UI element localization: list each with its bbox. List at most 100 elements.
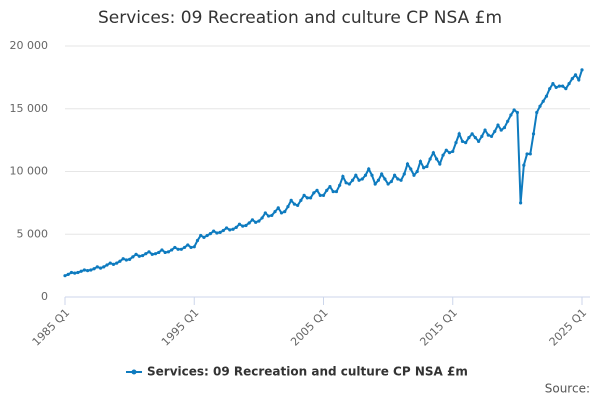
data-point bbox=[467, 136, 471, 140]
data-point bbox=[354, 173, 358, 177]
legend-marker bbox=[131, 369, 137, 375]
data-point bbox=[157, 250, 161, 255]
data-point bbox=[89, 268, 93, 272]
data-point bbox=[489, 134, 494, 138]
data-point bbox=[231, 227, 235, 231]
data-point bbox=[470, 132, 474, 136]
data-point bbox=[325, 188, 329, 192]
x-tick-label: 2015 Q1 bbox=[417, 306, 460, 349]
data-point bbox=[363, 173, 368, 177]
data-point bbox=[302, 193, 306, 197]
data-point bbox=[160, 248, 164, 252]
data-point bbox=[541, 99, 545, 103]
data-point bbox=[250, 218, 255, 222]
data-point bbox=[108, 261, 112, 265]
data-point bbox=[137, 254, 141, 258]
data-point bbox=[115, 261, 119, 265]
data-point bbox=[438, 162, 442, 166]
data-point bbox=[418, 159, 423, 164]
data-point bbox=[147, 250, 151, 254]
data-point bbox=[525, 152, 529, 156]
data-point bbox=[528, 152, 532, 156]
data-point bbox=[224, 226, 229, 230]
data-point bbox=[328, 184, 332, 189]
data-point bbox=[111, 262, 116, 266]
data-point bbox=[425, 164, 429, 169]
data-point bbox=[208, 232, 213, 236]
data-point bbox=[283, 210, 287, 214]
data-point bbox=[350, 178, 355, 182]
data-point bbox=[570, 77, 574, 81]
data-point bbox=[182, 245, 187, 250]
data-point bbox=[318, 193, 322, 197]
data-point bbox=[434, 157, 439, 161]
data-point bbox=[221, 228, 225, 233]
data-point bbox=[247, 221, 251, 225]
data-point bbox=[199, 233, 203, 238]
data-point bbox=[124, 258, 128, 262]
data-point bbox=[189, 245, 193, 250]
data-point bbox=[477, 139, 481, 143]
data-point bbox=[241, 224, 245, 228]
data-point bbox=[454, 141, 458, 145]
data-point bbox=[522, 163, 526, 167]
data-point bbox=[82, 268, 86, 272]
data-point bbox=[331, 189, 335, 194]
data-point bbox=[212, 229, 216, 233]
data-point bbox=[270, 213, 274, 218]
data-point bbox=[480, 134, 484, 138]
data-point bbox=[105, 263, 109, 267]
data-point bbox=[538, 104, 542, 108]
y-tick-label: 20 000 bbox=[10, 39, 49, 52]
data-point bbox=[176, 247, 180, 251]
data-point bbox=[564, 87, 568, 91]
data-point bbox=[321, 193, 326, 197]
data-point bbox=[544, 94, 549, 98]
data-point bbox=[163, 250, 167, 255]
data-point bbox=[519, 201, 523, 205]
data-point bbox=[486, 133, 490, 137]
data-point bbox=[496, 123, 500, 127]
data-point bbox=[73, 271, 77, 275]
data-point bbox=[102, 265, 106, 269]
data-point bbox=[128, 257, 132, 261]
data-point bbox=[173, 245, 177, 250]
x-tick-label: 1985 Q1 bbox=[30, 306, 73, 349]
data-point bbox=[512, 108, 516, 112]
data-point bbox=[561, 84, 565, 88]
data-point bbox=[192, 245, 196, 249]
data-point bbox=[392, 173, 397, 177]
data-point bbox=[166, 250, 170, 254]
data-point bbox=[153, 252, 158, 256]
data-point bbox=[170, 248, 174, 252]
data-point bbox=[273, 210, 277, 214]
data-point bbox=[428, 157, 432, 161]
data-point bbox=[380, 172, 384, 176]
data-point bbox=[499, 128, 503, 132]
data-point bbox=[396, 177, 400, 181]
data-point bbox=[431, 151, 435, 155]
data-point bbox=[580, 68, 584, 72]
data-point bbox=[551, 82, 555, 86]
data-point bbox=[557, 84, 561, 88]
data-point bbox=[66, 272, 70, 277]
data-point bbox=[554, 85, 558, 90]
data-point bbox=[457, 132, 461, 136]
data-point bbox=[76, 270, 80, 275]
data-point bbox=[134, 252, 138, 256]
data-point bbox=[150, 252, 154, 256]
data-point bbox=[360, 177, 364, 181]
data-point bbox=[460, 139, 465, 143]
data-point bbox=[289, 198, 293, 202]
data-point bbox=[205, 233, 209, 238]
data-point bbox=[195, 238, 200, 243]
data-point bbox=[405, 162, 410, 166]
data-point bbox=[338, 183, 342, 187]
data-point bbox=[464, 141, 468, 145]
data-point bbox=[402, 172, 406, 176]
data-point bbox=[567, 82, 571, 86]
data-point bbox=[447, 151, 452, 155]
data-point bbox=[276, 206, 280, 210]
data-point bbox=[573, 73, 578, 77]
data-point bbox=[234, 225, 238, 229]
